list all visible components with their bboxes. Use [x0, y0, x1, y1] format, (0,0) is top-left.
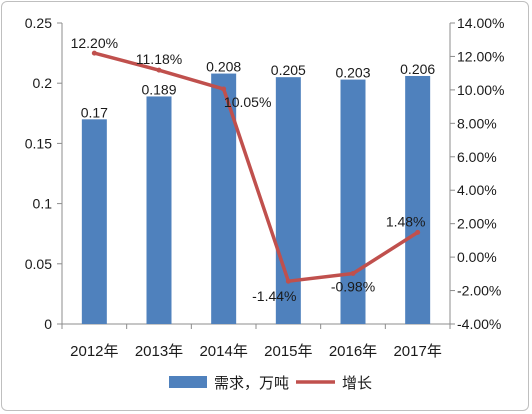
line-point [285, 278, 291, 284]
x-tick-label: 2016年 [329, 343, 377, 360]
y-right-tick-label: -2.00% [457, 283, 501, 299]
line-point [221, 86, 227, 92]
line-data-label: 11.18% [136, 51, 182, 67]
axes: 0 0.05 0.1 0.15 0.2 0.25 -4.00% -2.00% 0.00% 2.00… [25, 15, 505, 360]
x-tick-label: 2012年 [70, 343, 118, 360]
y-left-tick-label: 0.05 [25, 256, 52, 272]
x-tick-label: 2014年 [199, 343, 247, 360]
y-left-tick-label: 0.2 [33, 75, 53, 91]
y-left-tick-label: 0.1 [33, 196, 53, 212]
y-right-tick-label: 14.00% [457, 15, 504, 31]
bar-data-label: 0.189 [141, 81, 176, 97]
line-series [91, 50, 421, 284]
growth-line [93, 51, 419, 283]
line-data-label: 10.05% [224, 94, 271, 110]
line-data-label: 12.20% [71, 35, 118, 51]
legend-label-line: 增长 [342, 375, 372, 392]
y-right-tick-label: 6.00% [457, 149, 497, 165]
bar [81, 119, 107, 324]
line-point [350, 270, 356, 276]
line-point [156, 67, 162, 73]
x-tick-label: 2015年 [264, 343, 312, 360]
y-left-tick-label: 0.25 [25, 15, 52, 31]
line-point [91, 50, 97, 56]
y-right-tick-label: 4.00% [457, 182, 497, 198]
bar-data-label: 0.17 [81, 104, 108, 120]
line-point [415, 229, 421, 235]
y-right-tick-label: 2.00% [457, 216, 497, 232]
bar-data-label: 0.205 [271, 62, 306, 78]
bar [405, 75, 431, 324]
y-right-tick-label: 0.00% [457, 249, 497, 265]
y-right-tick-label: -4.00% [457, 316, 501, 332]
y-right-tick-label: 12.00% [457, 48, 504, 64]
y-right-tick-label: 8.00% [457, 115, 497, 131]
data-labels: 0.17 0.189 0.208 0.205 0.203 0.206 12.20% 11.18… [71, 35, 436, 304]
line-data-label: 1.48% [386, 213, 426, 229]
bar-data-label: 0.203 [335, 65, 370, 81]
line-data-label: -0.98% [331, 278, 375, 294]
line-data-label: -1.44% [252, 288, 296, 304]
bar-data-label: 0.206 [400, 61, 435, 77]
x-tick-label: 2017年 [393, 343, 441, 360]
legend-swatch-bar [169, 376, 207, 388]
x-tick-label: 2013年 [135, 343, 183, 360]
legend-label-bar: 需求，万吨 [214, 375, 289, 392]
legend: 需求，万吨 增长 [169, 375, 372, 392]
y-right-tick-label: 10.00% [457, 82, 504, 98]
bar [275, 77, 301, 325]
bar [340, 79, 366, 324]
y-left-tick-label: 0 [44, 316, 52, 332]
bar-data-label: 0.208 [206, 59, 241, 75]
bar [146, 96, 172, 324]
y-left-tick-label: 0.15 [25, 135, 52, 151]
bar-series [81, 73, 431, 325]
